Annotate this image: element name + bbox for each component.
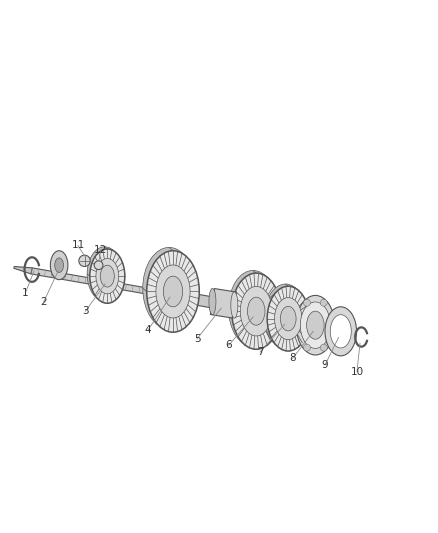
Ellipse shape: [300, 302, 330, 349]
Ellipse shape: [231, 292, 238, 318]
Text: 8: 8: [289, 353, 296, 364]
Ellipse shape: [267, 286, 309, 351]
Text: 11: 11: [71, 240, 85, 251]
Circle shape: [320, 344, 327, 351]
Ellipse shape: [247, 297, 265, 325]
Text: 6: 6: [225, 341, 232, 350]
Ellipse shape: [87, 247, 122, 301]
Ellipse shape: [100, 265, 114, 287]
Ellipse shape: [240, 286, 272, 336]
Ellipse shape: [50, 251, 68, 280]
Circle shape: [320, 299, 327, 306]
Ellipse shape: [275, 297, 302, 340]
Ellipse shape: [143, 247, 195, 329]
Ellipse shape: [156, 265, 190, 318]
Text: 10: 10: [350, 367, 364, 377]
Circle shape: [304, 344, 311, 351]
Ellipse shape: [232, 273, 281, 349]
Ellipse shape: [229, 270, 278, 346]
Circle shape: [79, 255, 90, 266]
Ellipse shape: [163, 276, 183, 307]
Circle shape: [304, 299, 311, 306]
Text: 4: 4: [145, 325, 152, 335]
Ellipse shape: [147, 251, 199, 332]
Ellipse shape: [96, 259, 119, 294]
Ellipse shape: [55, 258, 64, 272]
Text: 1: 1: [22, 288, 29, 298]
Text: 7: 7: [257, 347, 264, 357]
Text: 2: 2: [40, 296, 47, 306]
Text: 9: 9: [321, 360, 328, 370]
Ellipse shape: [296, 295, 335, 355]
Polygon shape: [31, 268, 333, 326]
Polygon shape: [187, 293, 219, 309]
Ellipse shape: [330, 314, 351, 348]
Text: 12: 12: [94, 245, 107, 255]
Ellipse shape: [307, 311, 324, 339]
Circle shape: [94, 261, 103, 270]
Ellipse shape: [325, 307, 357, 356]
Ellipse shape: [265, 284, 307, 349]
Ellipse shape: [209, 288, 216, 314]
Polygon shape: [210, 288, 237, 318]
Ellipse shape: [90, 249, 125, 303]
Text: 5: 5: [194, 334, 201, 344]
Text: 3: 3: [82, 306, 89, 316]
Ellipse shape: [280, 306, 296, 331]
Polygon shape: [14, 266, 32, 274]
